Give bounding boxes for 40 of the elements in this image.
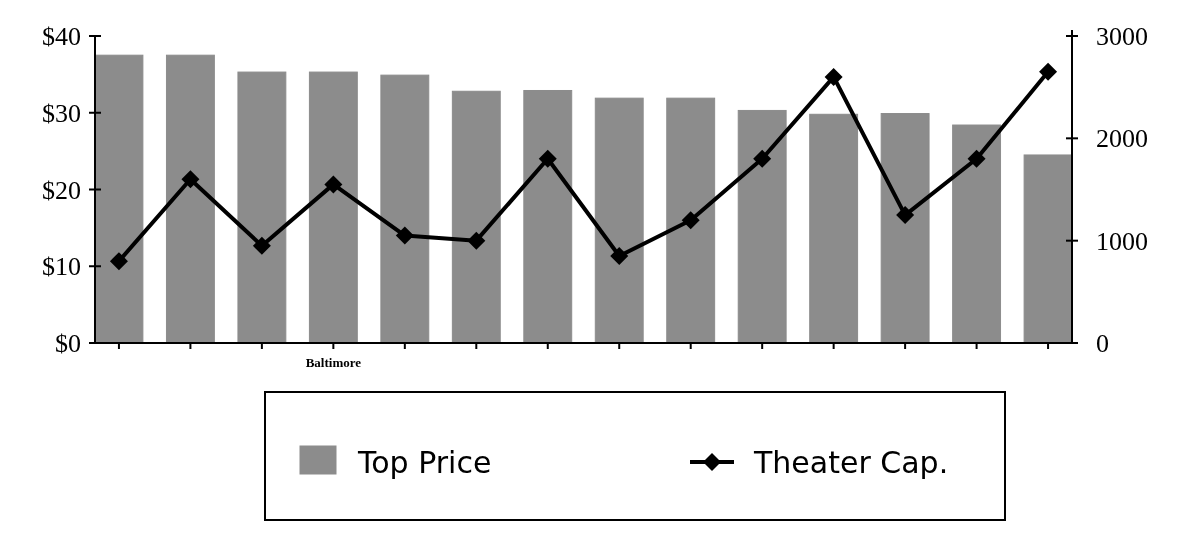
bar	[952, 124, 1002, 344]
y-tick-label: $0	[55, 329, 81, 358]
bar	[165, 54, 215, 344]
point	[181, 170, 200, 189]
bar	[737, 109, 787, 344]
bar	[666, 97, 716, 344]
point	[395, 226, 414, 245]
point	[252, 236, 271, 255]
y-tick-label: $30	[42, 98, 81, 128]
bar	[880, 113, 930, 344]
point	[753, 149, 772, 168]
bar	[451, 90, 501, 344]
point	[896, 206, 915, 225]
bar	[94, 54, 144, 344]
point	[967, 149, 986, 168]
bar	[1023, 154, 1073, 344]
y-tick-label: $20	[42, 175, 81, 205]
point	[324, 175, 343, 194]
point	[109, 252, 128, 271]
y2-tick-label: 2000	[1096, 124, 1148, 154]
legend-label: Theater Cap.	[753, 445, 949, 480]
bar	[308, 71, 358, 344]
point	[824, 67, 843, 86]
bar	[809, 113, 859, 344]
y2-tick-label: 3000	[1096, 22, 1148, 51]
y-tick-label: $40	[42, 22, 81, 51]
x-tick-label: Baltimore	[305, 355, 362, 370]
y2-tick-label: 1000	[1096, 226, 1148, 256]
point	[467, 231, 486, 250]
bar	[523, 89, 573, 344]
y2-tick-label: 0	[1096, 329, 1109, 358]
y-tick-label: $10	[42, 252, 81, 282]
point	[610, 247, 629, 266]
legend-label: Top Price	[357, 445, 492, 480]
point	[1039, 62, 1058, 81]
bar	[237, 71, 287, 344]
bar	[380, 74, 430, 344]
bar	[594, 97, 644, 344]
point	[681, 211, 700, 230]
point	[538, 149, 557, 168]
